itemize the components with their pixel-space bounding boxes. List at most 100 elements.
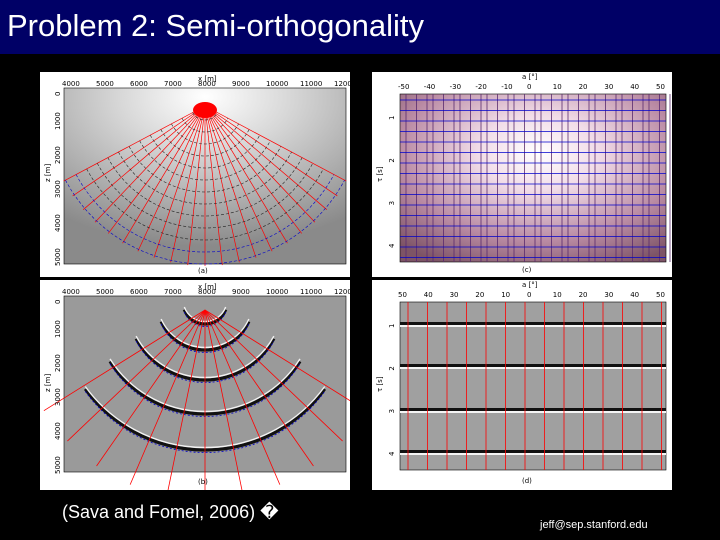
panel-d-y-ticks: 1 2 3 4 [388,324,396,456]
coordinate-grid-d [400,302,666,470]
tick-label: 4 [388,451,396,456]
wavefront-arc [128,146,282,193]
panel-b-y-ticks: 0 1000 2000 3000 4000 5000 [54,300,62,474]
tick-label: 40 [424,291,433,299]
wavefront-arc [149,134,261,169]
ray-fan-a [63,102,347,266]
ray-line [204,105,288,244]
ray-line [204,309,243,490]
tick-label: 50 [656,83,665,91]
tick-label: 5000 [54,456,62,474]
tick-label: 10000 [266,288,288,296]
author-email: jeff@sep.stanford.edu [540,519,648,531]
figure-panel-d: a [°] 50 40 30 20 10 0 10 20 30 40 50 1 2 3 4 τ [s] (… [372,280,672,490]
tick-label: 8000 [198,80,216,88]
panel-a-x-label: x [m] [198,75,217,83]
tick-label: 5000 [96,288,114,296]
slide-title: Problem 2: Semi-orthogonality [7,8,424,43]
tick-label: 20 [579,291,588,299]
tick-label: 0 [54,92,62,96]
ray-line [204,105,316,223]
ray-line [204,105,303,234]
tick-label: 2000 [54,146,62,164]
tick-label: 20 [579,83,588,91]
coordinate-grid-c [400,94,671,262]
tick-label: 6000 [130,80,148,88]
tick-label: 11000 [300,288,322,296]
tick-label: 40 [630,291,639,299]
tick-label: 2 [388,158,396,162]
tick-label: 5000 [96,80,114,88]
tick-label: 1 [388,324,396,328]
tick-label: 5000 [54,248,62,266]
figure-panel-b: x [m] 4000 5000 6000 7000 8000 9000 10000 11000… [40,280,350,490]
ray-line [204,105,240,263]
tick-label: -40 [424,83,435,91]
ray-line [94,105,206,223]
panel-a-caption: (a) [198,267,208,275]
tick-label: 10 [553,291,562,299]
figure-panel-c: a [°] -50 -40 -30 -20 -10 0 10 20 30 40 50 1 2 3 4 τ … [372,72,672,277]
tick-label: 0 [54,300,62,304]
tick-label: 11000 [300,80,322,88]
tick-label: 4 [388,243,396,248]
panel-c-x-label: a [°] [522,73,538,81]
wavefront-arc [192,112,218,121]
tick-label: -50 [398,83,409,91]
reflection-event-light [400,367,666,369]
ray-line [204,309,314,467]
panel-c-y-ticks: 1 2 3 4 [388,116,396,248]
citation: (Sava and Fomel, 2006) � [62,502,279,522]
wavefront-arc [181,118,229,133]
tick-label: 8000 [198,288,216,296]
ray-line [82,105,206,210]
tick-label: 9000 [232,80,250,88]
tick-label: 0 [527,83,531,91]
wavefronts-b [43,306,350,490]
ray-line [167,309,206,490]
ray-line [204,105,328,210]
ray-line [204,309,281,485]
figure-panel-a: x [m] 4000 5000 6000 7000 8000 9000 10000 11000… [40,72,350,277]
reflection-event-dark [400,364,666,367]
tick-label: -30 [450,83,461,91]
semblance-plot-c: a [°] -50 -40 -30 -20 -10 0 10 20 30 40 50 1 2 3 4 τ … [376,73,671,274]
ray-line [122,105,206,244]
tick-label: 20 [475,291,484,299]
panel-d-caption: (d) [522,477,532,485]
reflection-event-light [400,453,666,455]
ray-line [187,105,206,266]
wavefront-arc [171,123,239,145]
panel-b-caption: (b) [198,478,208,486]
tick-label: 3000 [54,180,62,198]
wavefront-arc [97,163,313,229]
wavefront-arc [139,140,271,181]
panel-d-x-ticks: 50 40 30 20 10 0 10 20 30 40 50 [398,291,665,299]
tick-label: 2 [388,366,396,370]
ray-coordinate-plot-a: x [m] 4000 5000 6000 7000 8000 9000 10000 11000… [44,75,350,275]
reflection-event-light [400,325,666,327]
panel-d-y-label: τ [s] [376,376,384,392]
tick-label: 50 [656,291,665,299]
tick-label: 30 [604,83,613,91]
tick-label: 1 [388,116,396,120]
reflection-event-dark [400,408,666,411]
ray-line [43,309,206,412]
tick-label: 2000 [54,354,62,372]
tick-label: 30 [604,291,613,299]
panel-c-y-label: τ [s] [376,166,384,182]
tick-label: 40 [630,83,639,91]
tick-label: 6000 [130,288,148,296]
panel-b-x-label: x [m] [198,283,217,291]
tick-label: 1000 [54,320,62,338]
ray-line [204,105,347,182]
tick-label: 7000 [164,80,182,88]
tick-label: 3000 [54,388,62,406]
panel-b-y-label: z [m] [44,374,52,392]
tick-label: -20 [475,83,486,91]
ray-line [204,105,273,252]
wavefront-arc [65,180,345,265]
panel-d-x-label: a [°] [522,281,538,289]
